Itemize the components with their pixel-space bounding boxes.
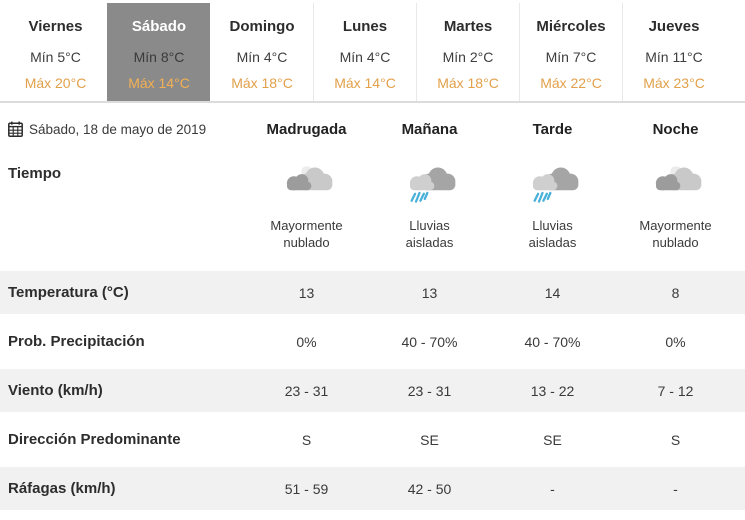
- value-cell: 23 - 31: [407, 382, 452, 399]
- tab-martes[interactable]: Martes Mín 2°C Máx 18°C: [416, 3, 519, 101]
- weather-cell-tarde: Lluvias aisladas: [491, 151, 614, 252]
- mostly-cloudy-icon: [279, 163, 335, 207]
- tab-min-temp: Mín 8°C: [133, 49, 185, 65]
- tab-max-temp: Máx 20°C: [24, 75, 87, 91]
- row-label-rafagas: Ráfagas (km/h): [8, 480, 116, 497]
- weather-caption: Lluvias aisladas: [405, 218, 454, 250]
- tab-domingo[interactable]: Domingo Mín 4°C Máx 18°C: [210, 3, 313, 101]
- tab-max-temp: Máx 14°C: [128, 75, 190, 91]
- value-cell: S: [670, 431, 681, 448]
- value-cell: 42 - 50: [407, 480, 452, 497]
- weather-cell-manana: Lluvias aisladas: [368, 151, 491, 252]
- value-cell: SE: [420, 431, 439, 448]
- value-cell: 13: [421, 284, 438, 301]
- column-header-tarde: Tarde: [532, 120, 573, 138]
- value-cell: 7 - 12: [657, 382, 694, 399]
- tab-max-temp: Máx 22°C: [540, 75, 602, 91]
- value-cell: SE: [543, 431, 562, 448]
- row-label-viento: Viento (km/h): [8, 382, 103, 399]
- value-cell: 40 - 70%: [524, 333, 581, 350]
- row-label-direccion: Dirección Predominante: [8, 431, 181, 448]
- tiempo-row: Tiempo: [0, 151, 745, 268]
- weather-caption: Lluvias aisladas: [528, 218, 577, 250]
- table-row-temperatura: Temperatura (°C) 13 13 14 8: [0, 268, 745, 317]
- tab-miercoles[interactable]: Miércoles Mín 7°C Máx 22°C: [519, 3, 622, 101]
- tab-day-label: Jueves: [648, 18, 700, 35]
- column-header-manana: Mañana: [401, 120, 458, 138]
- isolated-rain-icon: [402, 163, 458, 207]
- tab-jueves[interactable]: Jueves Mín 11°C Máx 23°C: [622, 3, 725, 101]
- weather-caption: Mayormente nublado: [270, 218, 343, 250]
- tab-min-temp: Mín 5°C: [30, 49, 81, 65]
- tab-viernes[interactable]: Viernes Mín 5°C Máx 20°C: [4, 3, 107, 101]
- tab-min-temp: Mín 4°C: [236, 49, 288, 65]
- value-cell: 8: [671, 284, 680, 301]
- tab-max-temp: Máx 18°C: [231, 75, 293, 91]
- tab-min-temp: Mín 7°C: [545, 49, 597, 65]
- row-label-temperatura: Temperatura (°C): [8, 284, 129, 301]
- table-row-rafagas: Ráfagas (km/h) 51 - 59 42 - 50 - -: [0, 464, 745, 513]
- tab-day-label: Miércoles: [536, 18, 606, 35]
- weather-cell-madrugada: Mayormente nublado: [245, 151, 368, 252]
- row-label-tiempo: Tiempo: [8, 165, 62, 182]
- value-cell: -: [550, 480, 555, 497]
- row-label-precipitacion: Prob. Precipitación: [8, 333, 145, 350]
- calendar-icon: [8, 121, 23, 137]
- tab-day-label: Sábado: [131, 18, 187, 35]
- value-cell: 51 - 59: [284, 480, 329, 497]
- day-tabbar: Viernes Mín 5°C Máx 20°C Sábado Mín 8°C …: [0, 0, 745, 103]
- value-cell: -: [673, 480, 678, 497]
- weather-caption: Mayormente nublado: [639, 218, 712, 250]
- tab-min-temp: Mín 2°C: [442, 49, 494, 65]
- selected-date-label: Sábado, 18 de mayo de 2019: [29, 121, 207, 137]
- weather-cell-noche: Mayormente nublado: [614, 151, 737, 252]
- tab-day-label: Lunes: [342, 18, 388, 35]
- value-cell: 14: [544, 284, 561, 301]
- tab-max-temp: Máx 23°C: [643, 75, 705, 91]
- tab-day-label: Viernes: [28, 18, 83, 35]
- value-cell: 13: [298, 284, 315, 301]
- value-cell: 23 - 31: [284, 382, 329, 399]
- date-line: Sábado, 18 de mayo de 2019: [0, 121, 245, 137]
- tab-min-temp: Mín 11°C: [645, 49, 703, 65]
- column-header-noche: Noche: [652, 120, 699, 138]
- mostly-cloudy-icon: [648, 163, 704, 207]
- column-header-madrugada: Madrugada: [266, 120, 347, 138]
- table-row-viento: Viento (km/h) 23 - 31 23 - 31 13 - 22 7 …: [0, 366, 745, 415]
- value-cell: 40 - 70%: [401, 333, 458, 350]
- tab-sabado[interactable]: Sábado Mín 8°C Máx 14°C: [107, 3, 210, 101]
- table-row-direccion: Dirección Predominante S SE SE S: [0, 415, 745, 464]
- tab-max-temp: Máx 14°C: [334, 75, 396, 91]
- tab-day-label: Domingo: [229, 18, 295, 35]
- tab-day-label: Martes: [443, 18, 493, 35]
- isolated-rain-icon: [525, 163, 581, 207]
- value-cell: 0%: [296, 333, 317, 350]
- value-cell: 13 - 22: [530, 382, 575, 399]
- tab-min-temp: Mín 4°C: [339, 49, 391, 65]
- tab-max-temp: Máx 18°C: [437, 75, 499, 91]
- value-cell: S: [301, 431, 312, 448]
- value-cell: 0%: [665, 333, 686, 350]
- tab-lunes[interactable]: Lunes Mín 4°C Máx 14°C: [313, 3, 416, 101]
- table-row-precipitacion: Prob. Precipitación 0% 40 - 70% 40 - 70%…: [0, 317, 745, 366]
- detail-header-row: Sábado, 18 de mayo de 2019 Madrugada Mañ…: [0, 103, 745, 151]
